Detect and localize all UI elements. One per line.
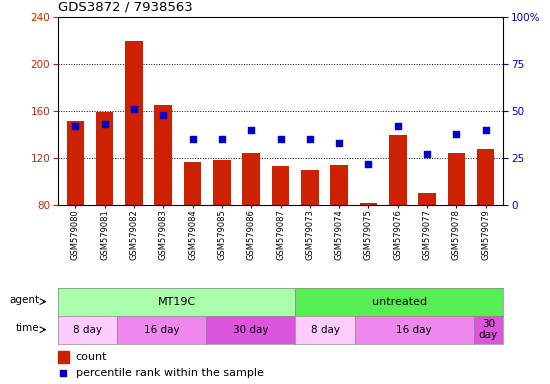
Bar bbox=[58, 351, 69, 363]
Text: GDS3872 / 7938563: GDS3872 / 7938563 bbox=[58, 0, 192, 13]
Bar bbox=[213, 161, 230, 205]
Point bbox=[305, 136, 314, 142]
Bar bbox=[331, 165, 348, 205]
Text: MT19C: MT19C bbox=[157, 296, 196, 307]
Bar bbox=[125, 41, 143, 205]
Text: percentile rank within the sample: percentile rank within the sample bbox=[75, 368, 263, 378]
Bar bbox=[418, 193, 436, 205]
Point bbox=[335, 140, 344, 146]
Bar bbox=[360, 203, 377, 205]
Text: 16 day: 16 day bbox=[144, 324, 179, 335]
Point bbox=[422, 151, 431, 157]
Text: 16 day: 16 day bbox=[397, 324, 432, 335]
Point bbox=[247, 127, 256, 133]
Text: 30
day: 30 day bbox=[479, 319, 498, 341]
Bar bbox=[96, 113, 113, 205]
Point bbox=[276, 136, 285, 142]
Bar bbox=[67, 121, 84, 205]
Bar bbox=[301, 170, 318, 205]
Text: 8 day: 8 day bbox=[73, 324, 102, 335]
Bar bbox=[272, 166, 289, 205]
Point bbox=[71, 123, 80, 129]
Point bbox=[59, 370, 68, 376]
Point bbox=[393, 123, 402, 129]
Point bbox=[452, 131, 461, 137]
Point bbox=[217, 136, 226, 142]
Bar bbox=[155, 105, 172, 205]
Point bbox=[481, 127, 490, 133]
Bar bbox=[184, 162, 201, 205]
Bar bbox=[243, 154, 260, 205]
Bar bbox=[448, 154, 465, 205]
Text: count: count bbox=[75, 352, 107, 362]
Text: untreated: untreated bbox=[372, 296, 427, 307]
Text: 8 day: 8 day bbox=[311, 324, 339, 335]
Text: time: time bbox=[16, 323, 40, 333]
Bar bbox=[477, 149, 494, 205]
Point bbox=[364, 161, 373, 167]
Text: 30 day: 30 day bbox=[233, 324, 268, 335]
Text: agent: agent bbox=[9, 295, 40, 305]
Point bbox=[159, 112, 168, 118]
Point bbox=[100, 121, 109, 127]
Bar bbox=[389, 135, 406, 205]
Point bbox=[188, 136, 197, 142]
Point bbox=[130, 106, 139, 113]
